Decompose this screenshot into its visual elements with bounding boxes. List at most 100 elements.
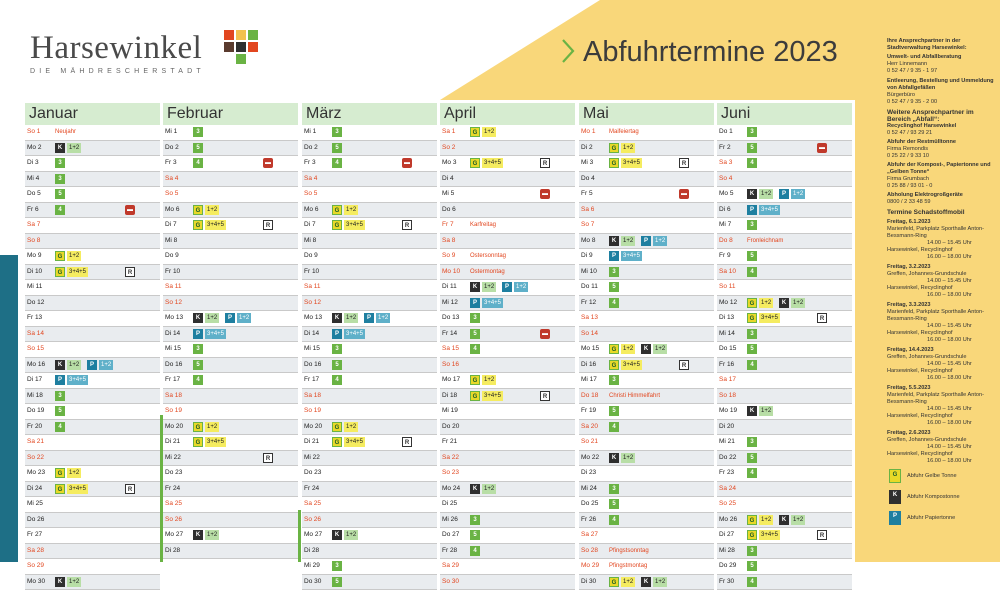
day-row: Fr 24: [302, 482, 437, 498]
day-label: Di 9: [581, 249, 593, 264]
contact-phone: 0 52 47 / 93 29 21: [887, 130, 999, 137]
tour-label: 3+4+5: [205, 220, 226, 230]
day-label: Fr 10: [165, 265, 180, 280]
day-label: Di 4: [442, 172, 454, 187]
holiday-name: Pfingstsonntag: [609, 544, 649, 559]
gelbe-tonne-icon: G: [609, 577, 619, 587]
day-label: Sa 1: [442, 125, 455, 140]
tour-label: 1+2: [344, 530, 358, 540]
day-label: Mo 27: [165, 528, 183, 543]
holiday-name: Fronleichnam: [747, 234, 783, 249]
tour-label: 1+2: [237, 313, 251, 323]
entry-time: 14.00 – 15.45 Uhr: [887, 444, 999, 451]
entry-time: 16.00 – 18.00 Uhr: [887, 458, 999, 465]
day-label: So 26: [165, 513, 182, 528]
gelbe-tonne-icon: G: [55, 251, 65, 261]
entry-date: Freitag, 2.6.2023: [887, 430, 999, 437]
day-label: Fr 12: [581, 296, 596, 311]
day-row: So 29: [25, 559, 160, 575]
tour-label: 3+4+5: [67, 484, 88, 494]
month-header: Juni: [717, 103, 852, 125]
tour-number-badge: 3: [747, 329, 757, 339]
day-label: Di 7: [165, 218, 177, 233]
day-label: Fr 28: [442, 544, 457, 559]
day-row: Fr 10: [302, 265, 437, 281]
day-row: So 5: [302, 187, 437, 203]
day-label: Di 24: [27, 482, 42, 497]
kompost-icon: K: [779, 298, 789, 308]
holiday-name: Pfingstmontag: [609, 559, 647, 574]
day-label: Sa 18: [304, 389, 321, 404]
tour-label: 1+2: [759, 189, 773, 199]
day-row: So 15: [25, 342, 160, 358]
entry-date: Freitag, 6.1.2023: [887, 219, 999, 226]
day-label: Do 12: [27, 296, 44, 311]
gelbe-tonne-icon: G: [747, 298, 757, 308]
day-label: Di 30: [581, 575, 596, 590]
tour-label: 1+2: [67, 360, 81, 370]
tour-label: 1+2: [482, 375, 496, 385]
tour-label: 1+2: [514, 282, 528, 292]
day-label: Mo 13: [304, 311, 322, 326]
entry-time: 14.00 – 15.45 Uhr: [887, 323, 999, 330]
tour-label: 3+4+5: [482, 391, 503, 401]
day-row: Sa 4: [163, 172, 298, 188]
day-row: Mi 19: [440, 404, 575, 420]
tour-number-badge: 3: [609, 484, 619, 494]
day-label: Mi 11: [27, 280, 42, 295]
kompost-icon: K: [747, 189, 757, 199]
tour-label: 1+2: [344, 313, 358, 323]
day-label: Fr 30: [719, 575, 734, 590]
contact-name: Bürgerbüro: [887, 92, 999, 99]
entry-date: Freitag, 14.4.2023: [887, 347, 999, 354]
day-label: Mo 30: [27, 575, 45, 590]
tour-label: 1+2: [67, 577, 81, 587]
day-label: So 28: [581, 544, 598, 559]
day-label: So 8: [27, 234, 40, 249]
kompost-icon: K: [641, 577, 651, 587]
entry-location: Harsewinkel, Recyclinghof: [887, 330, 999, 337]
day-label: So 19: [304, 404, 321, 419]
day-row: Fr 5▬: [579, 187, 714, 203]
day-label: So 1: [27, 125, 40, 140]
tour-label: 1+2: [791, 298, 805, 308]
day-label: Do 15: [719, 342, 736, 357]
tour-label: 1+2: [759, 406, 773, 416]
tour-label: 3+4+5: [482, 158, 503, 168]
tour-label: 1+2: [759, 298, 773, 308]
papier-icon: P: [332, 329, 342, 339]
restmuell-icon: R: [679, 360, 689, 370]
day-row: Di 4: [440, 172, 575, 188]
sperrmuell-truck-icon: ▬: [402, 158, 412, 168]
day-label: So 9: [442, 249, 455, 264]
day-label: Di 23: [581, 466, 596, 481]
tour-number-badge: 3: [609, 375, 619, 385]
day-row: Do 4: [579, 172, 714, 188]
day-label: Di 28: [304, 544, 319, 559]
gelbe-tonne-icon: G: [193, 205, 203, 215]
holiday-name: Christi Himmelfahrt: [609, 389, 660, 404]
day-row: Mi 22: [302, 451, 437, 467]
